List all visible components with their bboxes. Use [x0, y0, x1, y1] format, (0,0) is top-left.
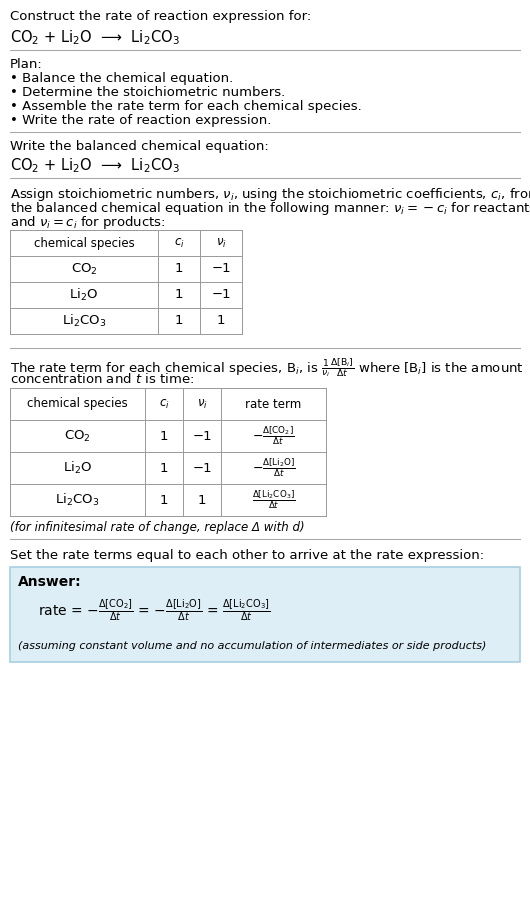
- Text: 1: 1: [160, 461, 168, 474]
- Text: −1: −1: [192, 430, 212, 442]
- Text: 1: 1: [175, 288, 183, 301]
- Text: $\nu_i$: $\nu_i$: [197, 398, 207, 410]
- Text: rate = $-\frac{\Delta[\mathrm{CO_2}]}{\Delta t}$ = $-\frac{\Delta[\mathrm{Li_2O}: rate = $-\frac{\Delta[\mathrm{CO_2}]}{\D…: [38, 597, 270, 622]
- Text: CO$_2$ + Li$_2$O  ⟶  Li$_2$CO$_3$: CO$_2$ + Li$_2$O ⟶ Li$_2$CO$_3$: [10, 156, 180, 175]
- Text: Assign stoichiometric numbers, $\nu_i$, using the stoichiometric coefficients, $: Assign stoichiometric numbers, $\nu_i$, …: [10, 186, 530, 203]
- Text: CO$_2$: CO$_2$: [64, 429, 91, 443]
- Text: −1: −1: [192, 461, 212, 474]
- Text: concentration and $t$ is time:: concentration and $t$ is time:: [10, 372, 194, 386]
- Text: the balanced chemical equation in the following manner: $\nu_i = -c_i$ for react: the balanced chemical equation in the fo…: [10, 200, 530, 217]
- Text: $-\frac{\Delta[\mathrm{CO_2}]}{\Delta t}$: $-\frac{\Delta[\mathrm{CO_2}]}{\Delta t}…: [252, 425, 295, 448]
- Text: Li$_2$CO$_3$: Li$_2$CO$_3$: [55, 492, 100, 508]
- Text: • Write the rate of reaction expression.: • Write the rate of reaction expression.: [10, 114, 271, 127]
- Text: • Determine the stoichiometric numbers.: • Determine the stoichiometric numbers.: [10, 86, 285, 99]
- Text: • Assemble the rate term for each chemical species.: • Assemble the rate term for each chemic…: [10, 100, 362, 113]
- Text: • Balance the chemical equation.: • Balance the chemical equation.: [10, 72, 233, 85]
- Text: 1: 1: [175, 315, 183, 328]
- Text: and $\nu_i = c_i$ for products:: and $\nu_i = c_i$ for products:: [10, 214, 165, 231]
- Text: The rate term for each chemical species, B$_i$, is $\frac{1}{\nu_i}\frac{\Delta[: The rate term for each chemical species,…: [10, 356, 524, 379]
- Text: $c_i$: $c_i$: [174, 237, 184, 249]
- Text: CO$_2$: CO$_2$: [70, 261, 98, 277]
- Text: $\frac{\Delta[\mathrm{Li_2CO_3}]}{\Delta t}$: $\frac{\Delta[\mathrm{Li_2CO_3}]}{\Delta…: [252, 489, 295, 511]
- Text: Plan:: Plan:: [10, 58, 43, 71]
- Text: chemical species: chemical species: [27, 398, 128, 410]
- Text: rate term: rate term: [245, 398, 302, 410]
- Text: $c_i$: $c_i$: [158, 398, 170, 410]
- Text: 1: 1: [217, 315, 225, 328]
- Text: −1: −1: [211, 262, 231, 276]
- Text: (assuming constant volume and no accumulation of intermediates or side products): (assuming constant volume and no accumul…: [18, 641, 487, 651]
- Text: Answer:: Answer:: [18, 575, 82, 589]
- Text: $-\frac{\Delta[\mathrm{Li_2O}]}{\Delta t}$: $-\frac{\Delta[\mathrm{Li_2O}]}{\Delta t…: [252, 457, 295, 480]
- Text: 1: 1: [175, 262, 183, 276]
- Text: Li$_2$O: Li$_2$O: [69, 287, 99, 303]
- Text: (for infinitesimal rate of change, replace Δ with d): (for infinitesimal rate of change, repla…: [10, 521, 305, 534]
- FancyBboxPatch shape: [10, 567, 520, 662]
- Text: CO$_2$ + Li$_2$O  ⟶  Li$_2$CO$_3$: CO$_2$ + Li$_2$O ⟶ Li$_2$CO$_3$: [10, 28, 180, 46]
- Text: Write the balanced chemical equation:: Write the balanced chemical equation:: [10, 140, 269, 153]
- Text: −1: −1: [211, 288, 231, 301]
- Text: $\nu_i$: $\nu_i$: [216, 237, 226, 249]
- Text: 1: 1: [198, 493, 206, 507]
- Text: Li$_2$O: Li$_2$O: [63, 460, 92, 476]
- Text: Construct the rate of reaction expression for:: Construct the rate of reaction expressio…: [10, 10, 311, 23]
- Text: Li$_2$CO$_3$: Li$_2$CO$_3$: [62, 313, 106, 329]
- Text: chemical species: chemical species: [33, 237, 135, 249]
- Text: Set the rate terms equal to each other to arrive at the rate expression:: Set the rate terms equal to each other t…: [10, 549, 484, 562]
- Text: 1: 1: [160, 493, 168, 507]
- Text: 1: 1: [160, 430, 168, 442]
